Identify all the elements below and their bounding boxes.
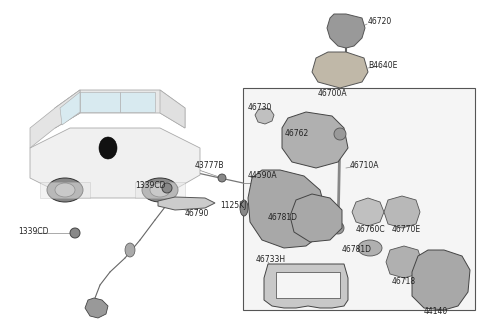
Polygon shape (327, 14, 365, 48)
Ellipse shape (218, 174, 226, 182)
Text: 44590A: 44590A (248, 171, 277, 179)
Polygon shape (248, 170, 326, 248)
Ellipse shape (47, 178, 83, 202)
Polygon shape (60, 92, 80, 125)
Bar (243, 88, 475, 310)
Ellipse shape (142, 178, 178, 202)
Polygon shape (386, 246, 422, 278)
Ellipse shape (332, 222, 344, 234)
Text: 1339CD: 1339CD (18, 228, 48, 236)
Polygon shape (55, 90, 185, 128)
Ellipse shape (55, 183, 75, 197)
Text: 43777B: 43777B (195, 161, 225, 171)
Text: 46790: 46790 (185, 210, 209, 218)
Text: 44140: 44140 (424, 308, 448, 317)
Polygon shape (80, 92, 120, 112)
Ellipse shape (358, 240, 382, 256)
Ellipse shape (334, 128, 346, 140)
Polygon shape (282, 112, 348, 168)
Polygon shape (412, 250, 470, 310)
Polygon shape (30, 128, 200, 198)
Polygon shape (264, 264, 348, 308)
Ellipse shape (150, 183, 170, 197)
Text: 1339CD: 1339CD (135, 180, 166, 190)
Polygon shape (158, 197, 215, 210)
Text: 46781D: 46781D (268, 214, 298, 222)
Polygon shape (255, 108, 274, 124)
Ellipse shape (240, 200, 248, 216)
Polygon shape (312, 52, 368, 88)
Polygon shape (135, 182, 185, 198)
Polygon shape (352, 198, 384, 226)
Polygon shape (55, 90, 80, 128)
Text: 46760C: 46760C (356, 224, 385, 234)
Polygon shape (384, 196, 420, 228)
Text: 46700A: 46700A (317, 89, 347, 97)
Text: 1125KJ: 1125KJ (220, 200, 246, 210)
Text: B4640E: B4640E (368, 60, 397, 70)
Ellipse shape (162, 183, 172, 193)
Ellipse shape (99, 137, 117, 159)
Polygon shape (276, 272, 340, 298)
Ellipse shape (125, 243, 135, 257)
Polygon shape (30, 90, 80, 148)
Text: 46733H: 46733H (256, 256, 286, 264)
Polygon shape (120, 92, 155, 112)
Polygon shape (160, 90, 185, 128)
Polygon shape (290, 194, 342, 242)
Text: 46720: 46720 (368, 17, 392, 27)
Polygon shape (85, 298, 108, 318)
Ellipse shape (70, 228, 80, 238)
Text: 46710A: 46710A (350, 160, 380, 170)
Text: 46718: 46718 (392, 277, 416, 285)
Text: 46770E: 46770E (392, 224, 421, 234)
Text: 46730: 46730 (248, 102, 272, 112)
Text: 46781D: 46781D (342, 245, 372, 255)
Polygon shape (40, 182, 90, 198)
Text: 46762: 46762 (285, 129, 309, 137)
